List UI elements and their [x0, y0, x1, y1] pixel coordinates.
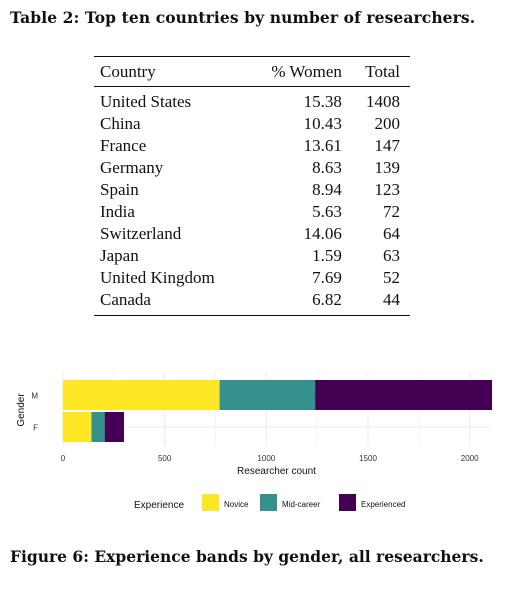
bar-f-mid-career: [91, 412, 105, 442]
bar-m-mid-career: [219, 380, 316, 410]
x-axis-title: Researcher count: [237, 466, 316, 477]
cell-country: United States: [100, 92, 192, 111]
cell-country: France: [100, 136, 147, 155]
y-tick-label: F: [33, 424, 38, 433]
cell-pct-women: 7.69: [312, 268, 342, 287]
table-row: United States 15.38 1408: [94, 87, 410, 114]
x-tick-label: 2000: [461, 454, 479, 463]
header-total: Total: [365, 62, 400, 81]
table-row: United Kingdom 7.69 52: [94, 267, 410, 289]
bar-f-experienced: [104, 412, 124, 442]
bar-m-experienced: [315, 380, 493, 410]
table-row: Germany 8.63 139: [94, 157, 410, 179]
cell-total: 1408: [366, 92, 400, 111]
legend-label: Experienced: [361, 500, 405, 509]
cell-pct-women: 8.63: [312, 158, 342, 177]
cell-pct-women: 6.82: [312, 290, 342, 309]
data-table: Country % Women Total United States 15.38…: [94, 56, 410, 316]
cell-pct-women: 8.94: [312, 180, 342, 199]
legend-swatch: [339, 494, 356, 511]
table-row: Japan 1.59 63: [94, 245, 410, 267]
cell-country: Germany: [100, 158, 164, 177]
y-axis-title: Gender: [16, 393, 27, 427]
cell-total: 123: [374, 180, 401, 199]
cell-country: Japan: [100, 246, 139, 265]
x-tick-label: 1500: [359, 454, 377, 463]
table-caption: Table 2: Top ten countries by number of …: [10, 8, 476, 27]
table-row: Spain 8.94 123: [94, 179, 410, 201]
cell-pct-women: 14.06: [303, 224, 342, 243]
table-row: Canada 6.82 44: [94, 289, 410, 316]
figure-caption: Figure 6: Experience bands by gender, al…: [10, 547, 484, 566]
cell-pct-women: 1.59: [312, 246, 342, 265]
cell-pct-women: 10.43: [303, 114, 342, 133]
cell-total: 147: [374, 136, 401, 155]
table-header-row: Country % Women Total: [94, 56, 410, 87]
cell-country: China: [100, 114, 141, 133]
cell-country: United Kingdom: [100, 268, 215, 287]
x-tick-label: 0: [61, 454, 66, 463]
x-tick-label: 500: [158, 454, 172, 463]
table-row: Switzerland 14.06 64: [94, 223, 410, 245]
cell-total: 139: [374, 158, 401, 177]
cell-country: Spain: [100, 180, 139, 199]
cell-total: 200: [374, 114, 401, 133]
cell-country: Switzerland: [100, 224, 182, 243]
legend-label: Novice: [224, 500, 249, 509]
legend-title: Experience: [134, 500, 184, 511]
legend-swatch: [202, 494, 219, 511]
table-row: France 13.61 147: [94, 135, 410, 157]
bar-m-novice: [63, 380, 220, 410]
cell-pct-women: 15.38: [303, 92, 342, 111]
legend-swatch: [260, 494, 277, 511]
stacked-bar-chart: M F 0 500 1000 1500 2000 Researcher count Gender…: [16, 372, 493, 511]
cell-total: 64: [383, 224, 400, 243]
cell-pct-women: 13.61: [303, 136, 342, 155]
y-tick-label: M: [31, 392, 38, 401]
cell-total: 63: [383, 246, 400, 265]
cell-country: Canada: [100, 290, 151, 309]
cell-pct-women: 5.63: [312, 202, 342, 221]
cell-total: 44: [383, 290, 400, 309]
table-row: China 10.43 200: [94, 113, 410, 135]
x-tick-label: 1000: [257, 454, 275, 463]
header-country: Country: [100, 62, 156, 81]
legend-label: Mid-career: [282, 500, 321, 509]
bar-f-novice: [63, 412, 92, 442]
cell-country: India: [100, 202, 135, 221]
cell-total: 52: [383, 268, 400, 287]
table-row: India 5.63 72: [94, 201, 410, 223]
header-pct-women: % Women: [271, 62, 342, 81]
cell-total: 72: [383, 202, 400, 221]
